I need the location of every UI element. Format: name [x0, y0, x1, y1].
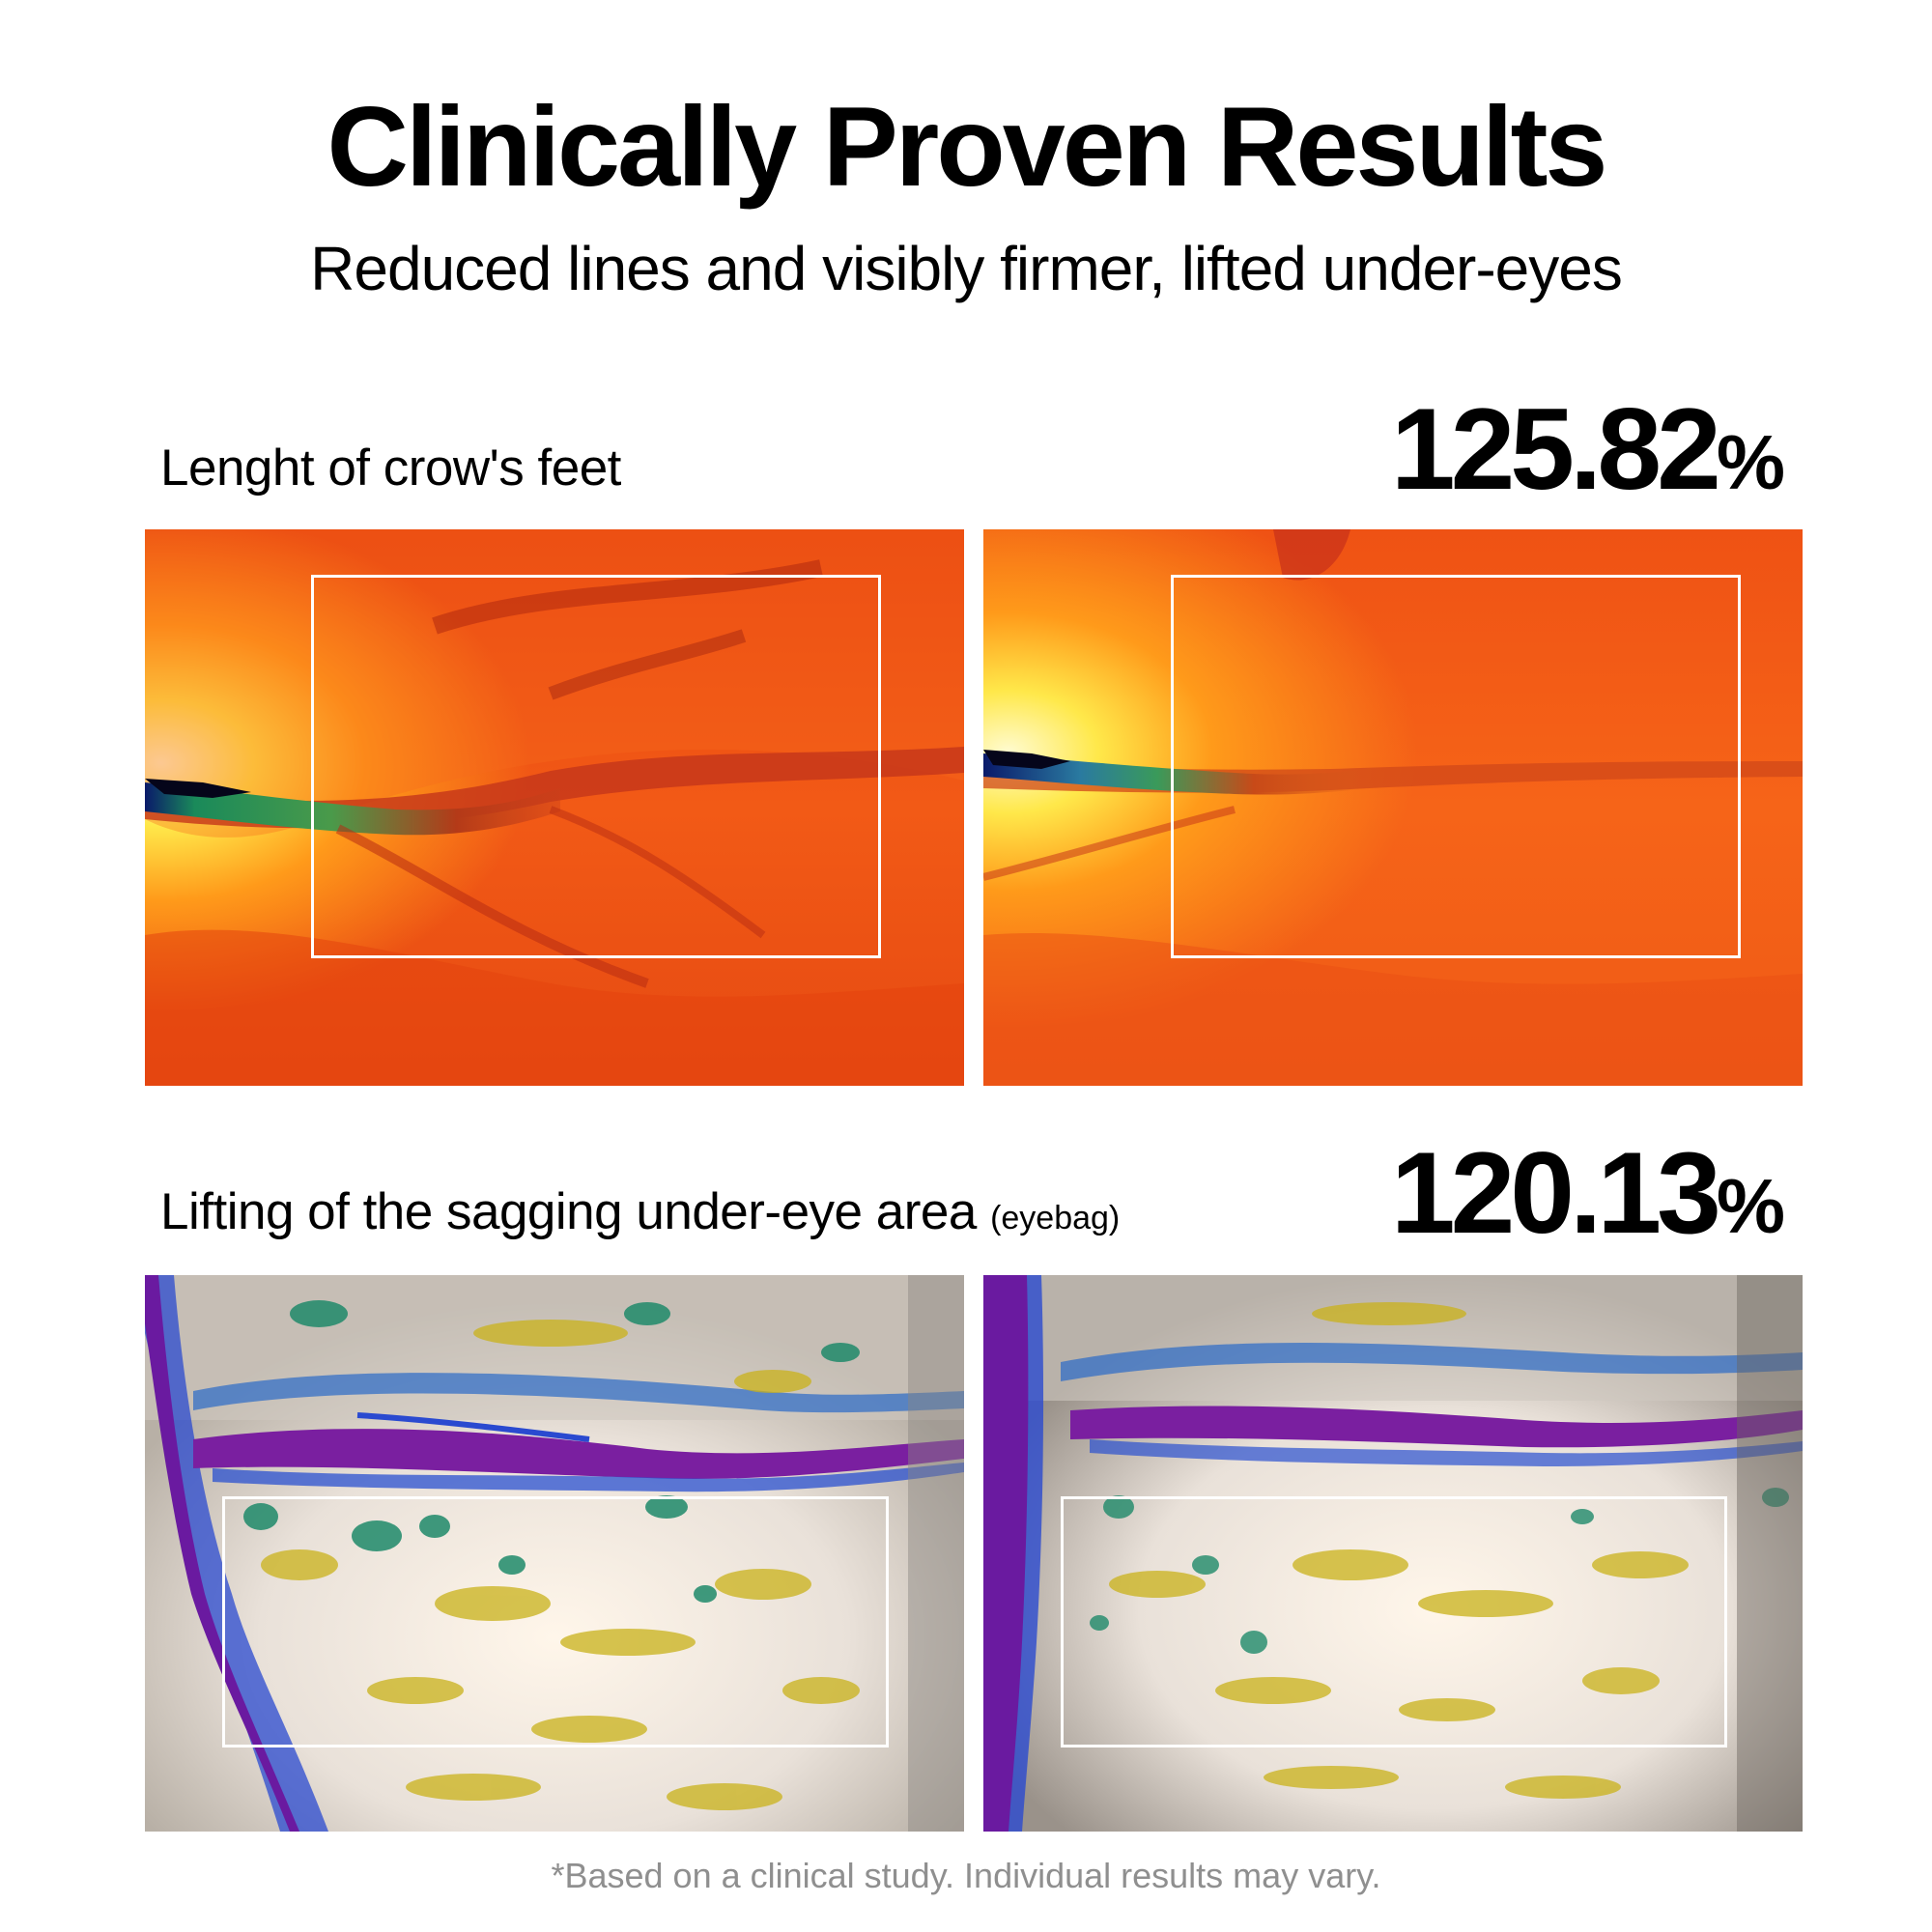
stat-value: 120.13 — [1390, 1128, 1721, 1258]
heatmap-before-graphic — [145, 529, 964, 1086]
disclaimer-footnote: *Based on a clinical study. Individual r… — [551, 1856, 1381, 1895]
section-label-note: (eyebag) — [990, 1200, 1121, 1236]
stat-eyebag: 120.13% — [1391, 1130, 1785, 1269]
stat-value: 125.82 — [1390, 384, 1721, 514]
stat-crows-feet: 125.82% — [1391, 386, 1785, 526]
roi-box — [1061, 1496, 1727, 1747]
stat-unit: % — [1716, 419, 1785, 505]
stat-unit: % — [1716, 1163, 1785, 1249]
roi-box — [311, 575, 881, 958]
heatmap-after-graphic — [983, 529, 1803, 1086]
crows-feet-before-image — [145, 529, 964, 1086]
topography-after-graphic — [983, 1275, 1803, 1832]
page-subtitle: Reduced lines and visibly firmer, lifted… — [310, 234, 1623, 303]
crows-feet-after-image — [983, 529, 1803, 1086]
section-label-text: Lifting of the sagging under-eye area — [160, 1183, 977, 1240]
section-label-eyebag: Lifting of the sagging under-eye area (e… — [160, 1180, 1120, 1250]
eyebag-before-image — [145, 1275, 964, 1832]
section-label-crows-feet: Lenght of crow's feet — [160, 437, 621, 500]
roi-box — [1171, 575, 1741, 958]
topography-before-graphic — [145, 1275, 964, 1832]
roi-box — [222, 1496, 889, 1747]
page-title: Clinically Proven Results — [327, 83, 1607, 210]
eyebag-after-image — [983, 1275, 1803, 1832]
section-label-text: Lenght of crow's feet — [160, 440, 621, 497]
